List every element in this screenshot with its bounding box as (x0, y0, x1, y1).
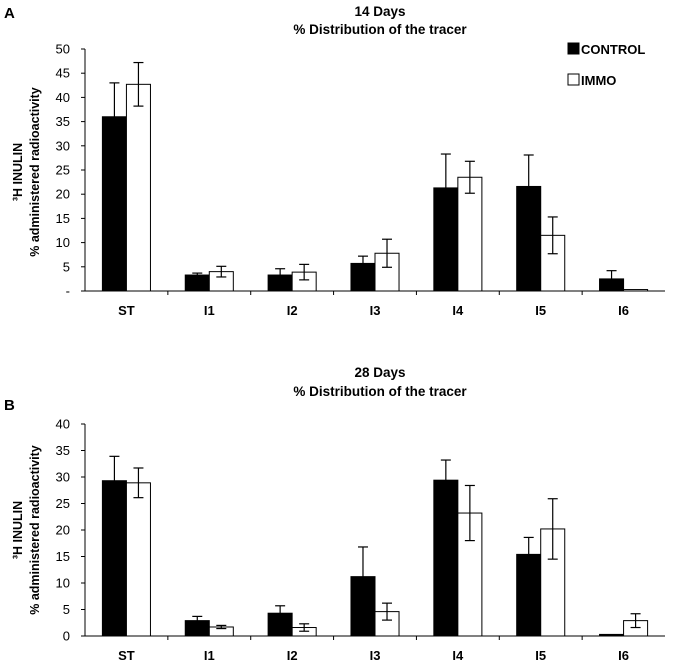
error-bar-control-i5 (523, 536, 534, 572)
x-tick-label: I3 (370, 303, 381, 318)
bar-control-i4 (433, 479, 459, 637)
error-bar-immo-i5 (547, 498, 558, 560)
y-axis-label-line1: ³H INULIN (11, 143, 25, 201)
chart-title: 28 Days (354, 365, 405, 380)
bar-immo-i6 (623, 289, 649, 292)
x-tick-label: I5 (535, 303, 546, 318)
plot-area: - 5 10 15 20 25 30 35 40 45 50 ST I1 I2 I3 I4 I5 I6 (56, 42, 665, 318)
legend-label-immo: IMMO (581, 73, 616, 88)
error-bar-immo-i2 (299, 263, 310, 281)
error-bar-immo-i3 (382, 238, 393, 268)
x-tick-label: ST (118, 648, 135, 663)
bar-immo-st (125, 482, 151, 637)
y-tick-label: 45 (56, 66, 70, 81)
y-tick-label: 10 (56, 235, 70, 250)
error-bar-control-i4 (440, 153, 451, 223)
y-tick-label: 50 (56, 42, 70, 57)
error-bar-control-st (109, 82, 120, 152)
panel-letter: B (4, 397, 15, 414)
panel-b: B 28 Days % Distribution of the tracer ³… (4, 365, 665, 663)
y-tick-label: 15 (56, 211, 70, 226)
y-tick-label: - (66, 284, 70, 299)
y-tick-label: 25 (56, 163, 70, 178)
error-bar-control-i3 (357, 546, 368, 607)
error-bar-control-i4 (440, 459, 451, 501)
chart-subtitle: % Distribution of the tracer (293, 384, 467, 399)
panel-letter: A (4, 5, 15, 22)
x-tick-label: I1 (204, 303, 215, 318)
x-tick-label: I4 (452, 648, 464, 663)
x-tick-label: I2 (287, 648, 298, 663)
bar-control-i6 (599, 633, 625, 637)
error-bar-control-i2 (275, 268, 286, 282)
y-tick-label: 5 (63, 602, 70, 617)
y-tick-label: 35 (56, 114, 70, 129)
x-tick-label: I4 (452, 303, 464, 318)
x-tick-label: I2 (287, 303, 298, 318)
y-tick-label: 40 (56, 90, 70, 105)
error-bar-immo-i6 (630, 613, 641, 629)
error-bar-immo-i1 (216, 624, 227, 630)
y-tick-label: 25 (56, 496, 70, 511)
y-tick-label: 0 (63, 629, 70, 644)
y-axis-label-line2: % administered radioactivity (28, 445, 42, 615)
error-bar-immo-st (133, 467, 144, 499)
y-tick-label: 15 (56, 549, 70, 564)
error-bar-control-i2 (275, 605, 286, 622)
chart-title: 14 Days (354, 4, 405, 19)
legend-swatch-control (567, 42, 580, 55)
x-tick-label: I3 (370, 648, 381, 663)
y-axis-label-line2: % administered radioactivity (28, 87, 42, 257)
error-bar-control-i5 (523, 154, 534, 219)
y-tick-label: 30 (56, 470, 70, 485)
y-tick-label: 20 (56, 187, 70, 202)
error-bar-immo-i3 (382, 602, 393, 621)
error-bar-immo-i2 (299, 623, 310, 632)
error-bar-immo-st (133, 61, 144, 107)
y-tick-label: 30 (56, 138, 70, 153)
error-bar-control-i1 (192, 615, 203, 626)
x-tick-label: ST (118, 303, 135, 318)
panel-a: A 14 Days % Distribution of the tracer ³… (4, 4, 665, 318)
error-bar-immo-i5 (547, 216, 558, 255)
x-tick-label: I6 (618, 648, 629, 663)
x-tick-label: I6 (618, 303, 629, 318)
bar-immo-i4 (457, 176, 483, 292)
error-bar-immo-i1 (216, 265, 227, 278)
x-tick-label: I5 (535, 648, 546, 663)
x-tick-label: I1 (204, 648, 215, 663)
error-bar-immo-i4 (464, 160, 475, 194)
chart-subtitle: % Distribution of the tracer (293, 22, 467, 37)
y-tick-label: 10 (56, 576, 70, 591)
error-bar-control-i1 (192, 272, 203, 278)
bar-immo-st (125, 83, 151, 292)
error-bar-control-i6 (606, 270, 617, 288)
y-tick-label: 20 (56, 523, 70, 538)
y-axis-label-line1: ³H INULIN (11, 501, 25, 559)
error-bar-control-i3 (357, 255, 368, 272)
legend-label-control: CONTROL (581, 42, 645, 57)
y-tick-label: 40 (56, 417, 70, 432)
error-bar-immo-i4 (464, 484, 475, 542)
legend: CONTROL IMMO (567, 42, 645, 88)
y-tick-label: 35 (56, 443, 70, 458)
legend-swatch-immo (567, 73, 580, 86)
error-bar-control-st (109, 455, 120, 506)
y-tick-label: 5 (63, 259, 70, 274)
plot-area: 0 5 10 15 20 25 30 35 40 ST I1 I2 I3 I4 I5 I6 (56, 417, 665, 663)
